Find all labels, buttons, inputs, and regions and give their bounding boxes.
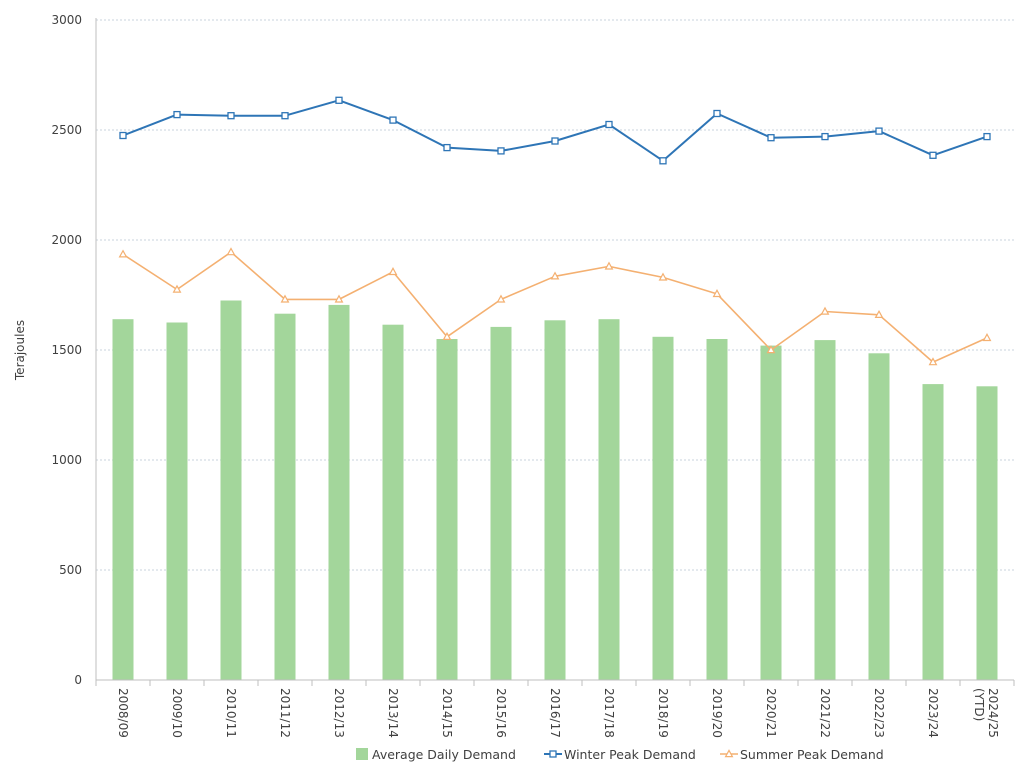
winter-point-marker bbox=[659, 157, 667, 165]
winter-point-marker bbox=[335, 96, 343, 104]
legend-marker-winter bbox=[549, 750, 557, 758]
legend-label-summer-peak-demand: Summer Peak Demand bbox=[740, 747, 884, 762]
winter-point-marker bbox=[119, 131, 127, 140]
bar bbox=[652, 336, 674, 680]
winter-point-marker bbox=[443, 143, 451, 152]
summer-point-marker bbox=[766, 345, 776, 354]
bar bbox=[814, 340, 836, 680]
summer-point-marker bbox=[118, 249, 128, 258]
x-tick-label: 2020/21 bbox=[764, 688, 778, 738]
x-tick-label: 2012/13 bbox=[332, 688, 346, 738]
y-tick-label: 500 bbox=[59, 563, 82, 577]
bar bbox=[868, 353, 890, 680]
summer-point-marker bbox=[388, 267, 398, 276]
x-tick-label: 2021/22 bbox=[818, 688, 832, 738]
x-tick-label: 2015/16 bbox=[494, 688, 508, 738]
summer-point-marker bbox=[226, 247, 236, 256]
bar bbox=[220, 300, 242, 680]
x-tick-label: 2011/12 bbox=[278, 688, 292, 738]
x-tick-label: 2014/15 bbox=[440, 688, 454, 738]
winter-point-marker bbox=[497, 147, 505, 155]
bar bbox=[166, 322, 188, 680]
summer-point-marker bbox=[550, 271, 560, 280]
x-tick-label: 2016/17 bbox=[548, 688, 562, 738]
x-tick-label: 2023/24 bbox=[926, 688, 940, 738]
gridlines bbox=[96, 19, 1014, 571]
summer-point-marker bbox=[874, 309, 884, 318]
x-tick-labels: 2008/09 2009/10 2010/11 2011/12 2012/13 2013/… bbox=[116, 688, 1000, 738]
winter-point-marker bbox=[713, 109, 721, 118]
bar bbox=[760, 345, 782, 680]
bar bbox=[274, 313, 296, 680]
winter-point-marker bbox=[605, 120, 613, 129]
winter-point-marker bbox=[875, 127, 883, 135]
summer-point-marker bbox=[334, 294, 344, 303]
winter-point-marker bbox=[821, 132, 829, 141]
legend-label-average-daily-demand: Average Daily Demand bbox=[372, 747, 516, 762]
winter-point-marker bbox=[767, 134, 775, 142]
winter-point-marker bbox=[929, 151, 937, 159]
summer-point-marker bbox=[658, 272, 668, 281]
y-tick-label: 0 bbox=[74, 673, 82, 687]
x-tick-label: 2010/11 bbox=[224, 688, 238, 738]
x-tick-label: 2017/18 bbox=[602, 688, 616, 738]
x-tick-label: 2013/14 bbox=[386, 688, 400, 738]
summer-point-marker bbox=[172, 284, 182, 293]
summer-point-marker bbox=[982, 333, 992, 342]
summer-point-marker bbox=[604, 261, 614, 270]
summer-point-marker bbox=[820, 306, 830, 315]
legend-swatch-average-daily-demand bbox=[356, 748, 368, 760]
summer-point-marker bbox=[442, 331, 452, 340]
y-axis-title: Terajoules bbox=[13, 320, 27, 381]
bar bbox=[706, 339, 728, 680]
bar bbox=[922, 384, 944, 680]
x-tick-label: 2009/10 bbox=[170, 688, 184, 738]
x-tick-label: 2018/19 bbox=[656, 688, 670, 738]
y-tick-label: 3000 bbox=[51, 13, 82, 27]
legend: Average Daily Demand Winter Peak Demand Su… bbox=[356, 747, 884, 762]
series-line-winter bbox=[122, 99, 988, 162]
x-tick-label: 2022/23 bbox=[872, 688, 886, 738]
line-series bbox=[118, 96, 992, 366]
summer-point-marker bbox=[496, 294, 506, 303]
x-tick-label: 2008/09 bbox=[116, 688, 130, 738]
bar bbox=[382, 324, 404, 680]
y-tick-label: 1500 bbox=[51, 343, 82, 357]
bar bbox=[112, 319, 134, 680]
winter-point-marker bbox=[227, 112, 235, 120]
legend-label-winter-peak-demand: Winter Peak Demand bbox=[564, 747, 696, 762]
winter-point-marker bbox=[389, 116, 397, 124]
summer-point-marker bbox=[280, 294, 290, 303]
winter-point-marker bbox=[173, 110, 181, 119]
x-tick-label: 2019/20 bbox=[710, 688, 724, 738]
bar bbox=[490, 326, 512, 680]
y-tick-label: 2000 bbox=[51, 233, 82, 247]
bar bbox=[598, 319, 620, 680]
bar bbox=[544, 320, 566, 680]
x-tick-label: 2024/25(YTD) bbox=[972, 688, 1000, 738]
y-tick-label: 1000 bbox=[51, 453, 82, 467]
summer-point-marker bbox=[712, 289, 722, 298]
axes bbox=[95, 18, 1015, 686]
summer-point-marker bbox=[928, 357, 938, 366]
bar bbox=[436, 339, 458, 680]
winter-point-marker bbox=[551, 137, 559, 145]
winter-point-marker bbox=[983, 132, 991, 141]
bar-series-average-daily-demand bbox=[112, 300, 998, 680]
y-tick-labels: 0 500 1000 1500 2000 2500 3000 bbox=[51, 13, 82, 687]
bar bbox=[976, 386, 998, 680]
y-tick-label: 2500 bbox=[51, 123, 82, 137]
bar bbox=[328, 304, 350, 680]
winter-point-marker bbox=[281, 112, 289, 120]
legend-marker-summer bbox=[724, 749, 734, 758]
